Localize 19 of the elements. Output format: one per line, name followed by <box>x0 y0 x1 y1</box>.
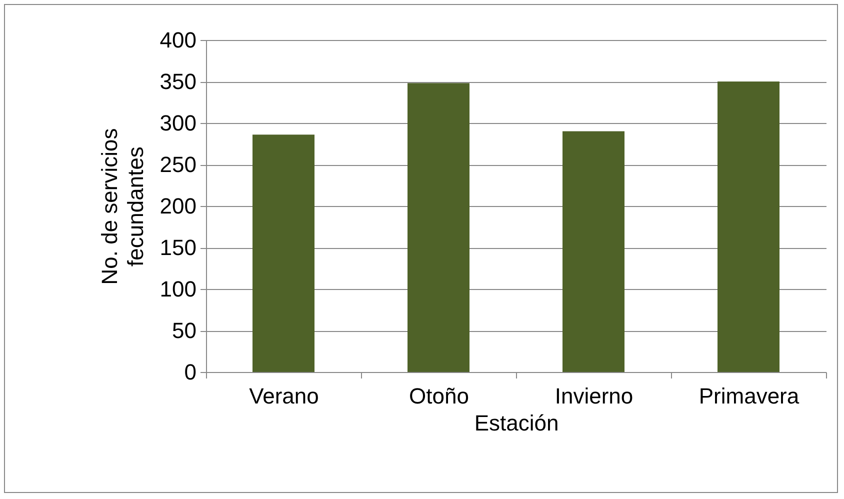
y-axis-title: No. de servicios fecundantes <box>96 128 148 285</box>
y-tick-label: 300 <box>160 110 196 136</box>
x-tick-label: Invierno <box>554 384 634 408</box>
x-tick-label: Otoño <box>409 384 469 408</box>
y-tick-label: 250 <box>160 152 196 177</box>
bar <box>252 134 314 372</box>
x-tick-label: Verano <box>249 384 319 408</box>
y-tick-label: 200 <box>160 194 196 218</box>
x-tick-label: Primavera <box>698 384 800 408</box>
bar <box>562 131 624 372</box>
y-tick-label: 100 <box>160 276 196 302</box>
y-tick-label: 50 <box>172 318 196 343</box>
bar <box>408 83 470 372</box>
y-tick-label: 400 <box>160 28 196 52</box>
y-tick-label: 0 <box>184 360 196 384</box>
bar <box>718 82 780 372</box>
x-axis-title: Estación <box>474 410 559 436</box>
y-tick-label: 350 <box>160 69 196 94</box>
y-tick-label: 150 <box>160 235 196 260</box>
